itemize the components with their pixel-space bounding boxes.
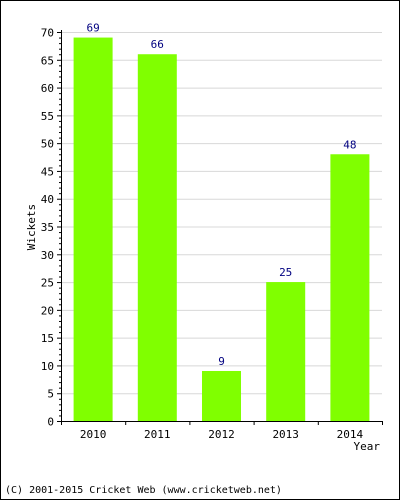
y-tick-label: 65 <box>41 54 54 67</box>
x-tick-label-2010: 2010 <box>80 428 107 441</box>
y-tick-label: 70 <box>41 27 54 40</box>
axes <box>57 30 383 425</box>
x-tick-label-2013: 2013 <box>272 428 299 441</box>
data-labels: 69 66 9 25 48 <box>86 22 356 368</box>
y-tick-label: 50 <box>41 138 54 151</box>
bars <box>73 37 370 422</box>
y-axis-title: Wickets <box>25 204 38 250</box>
y-tick-label: 0 <box>47 416 54 429</box>
x-tick-label-2014: 2014 <box>337 428 364 441</box>
data-label-2011: 66 <box>151 38 164 51</box>
data-label-2014: 48 <box>343 138 356 151</box>
bar-2012 <box>202 370 241 421</box>
tick-labels: 0 5 10 15 20 25 30 35 40 45 50 55 60 65 70 2010 2011 2012… <box>41 27 364 442</box>
y-tick-label: 10 <box>41 360 54 373</box>
data-label-2013: 25 <box>279 266 292 279</box>
y-tick-label: 25 <box>41 277 54 290</box>
data-label-2010: 69 <box>86 22 99 35</box>
x-tick-label-2012: 2012 <box>208 428 235 441</box>
bar-2013 <box>266 282 306 421</box>
y-tick-label: 40 <box>41 193 54 206</box>
bar-2014 <box>330 154 370 421</box>
bar-2010 <box>73 37 113 422</box>
y-tick-label: 5 <box>47 388 54 401</box>
copyright-footer: (C) 2001-2015 Cricket Web (www.cricketwe… <box>5 485 282 496</box>
x-axis-title: Year <box>354 440 381 453</box>
data-label-2012: 9 <box>218 355 225 368</box>
y-tick-label: 60 <box>41 82 54 95</box>
grid-lines <box>61 32 382 395</box>
y-tick-label: 35 <box>41 221 54 234</box>
y-tick-label: 45 <box>41 165 54 178</box>
y-tick-label: 20 <box>41 304 54 317</box>
y-tick-label: 15 <box>41 332 54 345</box>
x-tick-label-2011: 2011 <box>144 428 171 441</box>
bar-2011 <box>137 54 177 421</box>
y-tick-label: 55 <box>41 110 54 123</box>
y-tick-label: 30 <box>41 249 54 262</box>
